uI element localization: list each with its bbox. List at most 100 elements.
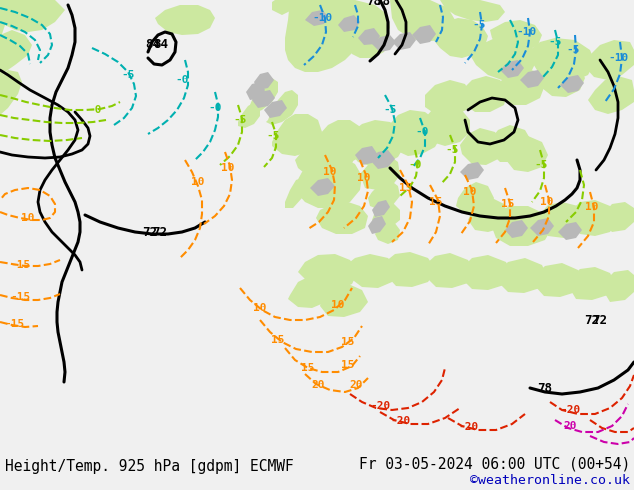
Text: 78: 78 <box>375 0 391 8</box>
Text: 15: 15 <box>399 183 413 193</box>
Text: 20: 20 <box>349 380 363 390</box>
Polygon shape <box>520 70 544 88</box>
Polygon shape <box>500 60 524 78</box>
Text: 15: 15 <box>301 363 314 373</box>
Polygon shape <box>358 28 380 45</box>
Polygon shape <box>348 120 405 166</box>
Text: 10: 10 <box>221 163 235 173</box>
Polygon shape <box>462 255 512 290</box>
Polygon shape <box>570 267 616 300</box>
Polygon shape <box>370 150 395 169</box>
Text: -0: -0 <box>175 75 189 85</box>
Text: 84: 84 <box>153 39 169 51</box>
Polygon shape <box>530 38 595 82</box>
Text: ©weatheronline.co.uk: ©weatheronline.co.uk <box>470 473 630 487</box>
Text: 72: 72 <box>143 225 157 239</box>
Polygon shape <box>372 200 390 217</box>
Text: -5: -5 <box>266 131 280 141</box>
Polygon shape <box>372 35 396 52</box>
Polygon shape <box>248 78 278 114</box>
Polygon shape <box>388 110 442 156</box>
Polygon shape <box>500 68 545 105</box>
Text: -5: -5 <box>233 115 247 125</box>
Text: -5: -5 <box>472 20 486 30</box>
Text: -5: -5 <box>566 45 579 55</box>
Polygon shape <box>604 270 634 302</box>
Polygon shape <box>305 10 328 26</box>
Text: 10: 10 <box>253 303 267 313</box>
Polygon shape <box>530 218 554 236</box>
Text: 78: 78 <box>538 382 552 394</box>
Polygon shape <box>355 146 378 165</box>
Polygon shape <box>308 0 390 45</box>
Text: -0: -0 <box>408 160 422 170</box>
Text: -15: -15 <box>10 292 30 302</box>
Text: 15: 15 <box>341 360 355 370</box>
Text: -15: -15 <box>10 260 30 270</box>
Polygon shape <box>506 136 548 172</box>
Polygon shape <box>360 156 400 190</box>
Polygon shape <box>588 76 634 114</box>
Text: 10: 10 <box>357 173 371 183</box>
Polygon shape <box>285 0 360 72</box>
Text: -0: -0 <box>88 105 101 115</box>
Text: -20: -20 <box>370 401 390 411</box>
Polygon shape <box>425 253 475 288</box>
Polygon shape <box>490 20 542 52</box>
Polygon shape <box>0 70 22 115</box>
Text: -5: -5 <box>383 105 397 115</box>
Polygon shape <box>338 15 360 32</box>
Text: 10: 10 <box>323 167 337 177</box>
Polygon shape <box>254 72 274 90</box>
Polygon shape <box>0 30 32 80</box>
Polygon shape <box>572 200 618 236</box>
Polygon shape <box>298 254 358 290</box>
Polygon shape <box>390 0 455 42</box>
Polygon shape <box>295 156 362 208</box>
Text: 15: 15 <box>341 337 355 347</box>
Text: -10: -10 <box>517 27 537 37</box>
Polygon shape <box>392 32 416 50</box>
Polygon shape <box>272 0 295 15</box>
Text: -20: -20 <box>390 416 410 426</box>
Polygon shape <box>460 162 484 180</box>
Polygon shape <box>535 263 584 297</box>
Polygon shape <box>558 222 582 240</box>
Text: 20: 20 <box>311 380 325 390</box>
Polygon shape <box>372 202 400 228</box>
Polygon shape <box>425 80 472 116</box>
Polygon shape <box>264 100 287 118</box>
Polygon shape <box>490 125 532 162</box>
Polygon shape <box>498 258 548 293</box>
Text: Fr 03-05-2024 06:00 UTC (00+54): Fr 03-05-2024 06:00 UTC (00+54) <box>359 457 630 471</box>
Text: 10: 10 <box>540 197 553 207</box>
Polygon shape <box>238 102 260 128</box>
Text: -20: -20 <box>458 422 478 432</box>
Text: -0: -0 <box>415 127 429 137</box>
Text: 15: 15 <box>429 197 443 207</box>
Polygon shape <box>272 114 322 156</box>
Polygon shape <box>316 120 368 164</box>
Text: -20: -20 <box>560 405 580 415</box>
Polygon shape <box>320 283 368 317</box>
Polygon shape <box>0 0 65 40</box>
Text: -5: -5 <box>548 37 562 47</box>
Text: -10: -10 <box>609 53 629 63</box>
Polygon shape <box>246 82 265 100</box>
Text: -5: -5 <box>534 160 548 170</box>
Text: -15: -15 <box>5 319 25 329</box>
Text: 15: 15 <box>501 199 515 209</box>
Polygon shape <box>470 38 538 80</box>
Polygon shape <box>368 216 386 234</box>
Text: 20: 20 <box>563 421 577 431</box>
Text: 10: 10 <box>191 177 205 187</box>
Polygon shape <box>385 252 436 287</box>
Text: 78: 78 <box>366 0 382 8</box>
Text: 10: 10 <box>463 187 477 197</box>
Text: 10: 10 <box>585 202 598 212</box>
Polygon shape <box>375 222 400 244</box>
Polygon shape <box>345 254 398 288</box>
Polygon shape <box>490 206 552 246</box>
Text: -5: -5 <box>445 145 459 155</box>
Polygon shape <box>350 28 390 58</box>
